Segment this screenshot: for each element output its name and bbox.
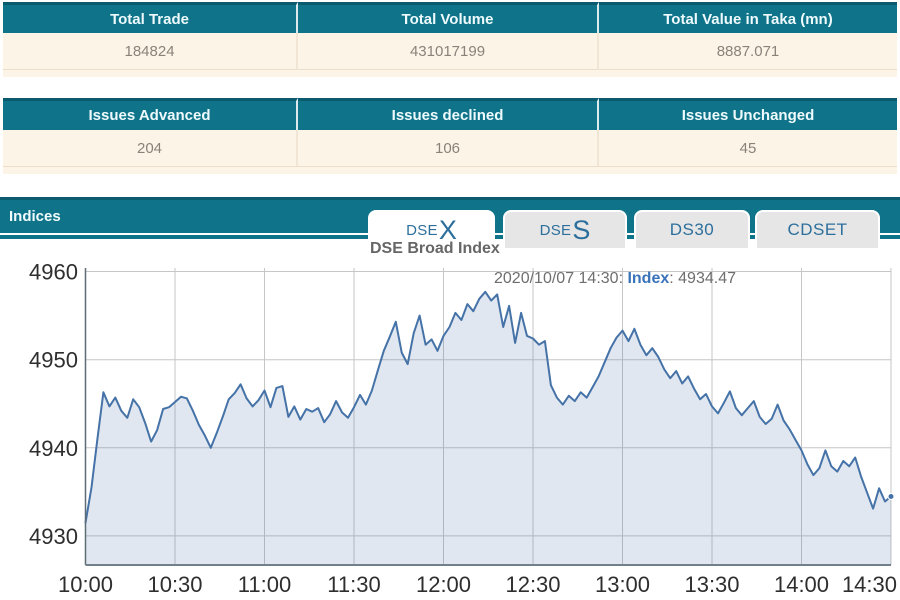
svg-text:4950: 4950 <box>29 348 78 373</box>
table-value-cell: 45 <box>598 130 897 167</box>
table-header-cell: Issues Advanced <box>3 98 299 130</box>
table-value-cell: 8887.071 <box>598 33 897 70</box>
svg-text:13:00: 13:00 <box>595 572 650 597</box>
annotation-value: : 4934.47 <box>669 270 736 287</box>
total-summary-header-row: Total Trade Total Volume Total Value in Ta… <box>3 2 897 33</box>
table-value-cell: 204 <box>3 130 299 167</box>
annotation-series-name: Index <box>627 270 670 287</box>
svg-text:4930: 4930 <box>29 524 78 549</box>
chart-title: DSE Broad Index <box>370 240 500 257</box>
svg-text:10:00: 10:00 <box>58 572 113 597</box>
tab-label: DS30 <box>669 220 715 239</box>
svg-text:12:00: 12:00 <box>416 572 471 597</box>
svg-text:14:00: 14:00 <box>774 572 829 597</box>
tab-label: DSE <box>539 221 572 239</box>
issues-summary-value-row: 204 106 45 <box>3 130 897 167</box>
tab-label: CDSET <box>787 220 848 239</box>
tab-label: S <box>572 214 591 245</box>
chart-tooltip-annotation: 2020/10/07 14:30: Index: 4934.47 <box>494 270 736 288</box>
table-value-cell: 431017199 <box>298 33 599 70</box>
last-point-marker <box>887 493 895 500</box>
table-footer-strip <box>3 167 897 174</box>
table-header-cell: Total Value in Taka (mn) <box>598 2 897 33</box>
svg-text:10:30: 10:30 <box>147 572 202 597</box>
table-value-cell: 184824 <box>3 33 299 70</box>
index-area-chart[interactable]: 4930 4940 4950 4960 10:00 10:30 11:00 11:30 12:0… <box>0 252 900 600</box>
tab-label: X <box>438 214 457 245</box>
table-header-cell: Total Trade <box>3 2 299 33</box>
indices-panel-title: Indices <box>9 208 61 225</box>
svg-text:12:30: 12:30 <box>505 572 560 597</box>
svg-text:4960: 4960 <box>29 260 78 285</box>
tab-dsex[interactable]: DSE X <box>368 210 495 254</box>
index-area-fill <box>85 291 891 565</box>
table-header-cell: Total Volume <box>298 2 599 33</box>
index-line <box>84 290 892 524</box>
tab-label: DSE <box>406 221 438 239</box>
svg-text:11:00: 11:00 <box>238 572 291 597</box>
tab-cdset[interactable]: CDSET <box>755 210 880 248</box>
tab-dses[interactable]: DSE S <box>503 210 627 248</box>
annotation-datetime: 2020/10/07 14:30: <box>494 270 628 287</box>
table-header-cell: Issues declined <box>298 98 599 130</box>
table-header-cell: Issues Unchanged <box>598 98 897 130</box>
svg-text:11:30: 11:30 <box>327 572 380 597</box>
svg-text:14:30: 14:30 <box>842 572 897 597</box>
svg-text:13:30: 13:30 <box>684 572 739 597</box>
svg-text:4940: 4940 <box>29 436 78 461</box>
issues-summary-header-row: Issues Advanced Issues declined Issues Unc… <box>3 98 897 130</box>
table-footer-strip <box>3 70 897 77</box>
tab-ds30[interactable]: DS30 <box>634 210 750 248</box>
total-summary-value-row: 184824 431017199 8887.071 <box>3 33 897 70</box>
table-value-cell: 106 <box>298 130 599 167</box>
